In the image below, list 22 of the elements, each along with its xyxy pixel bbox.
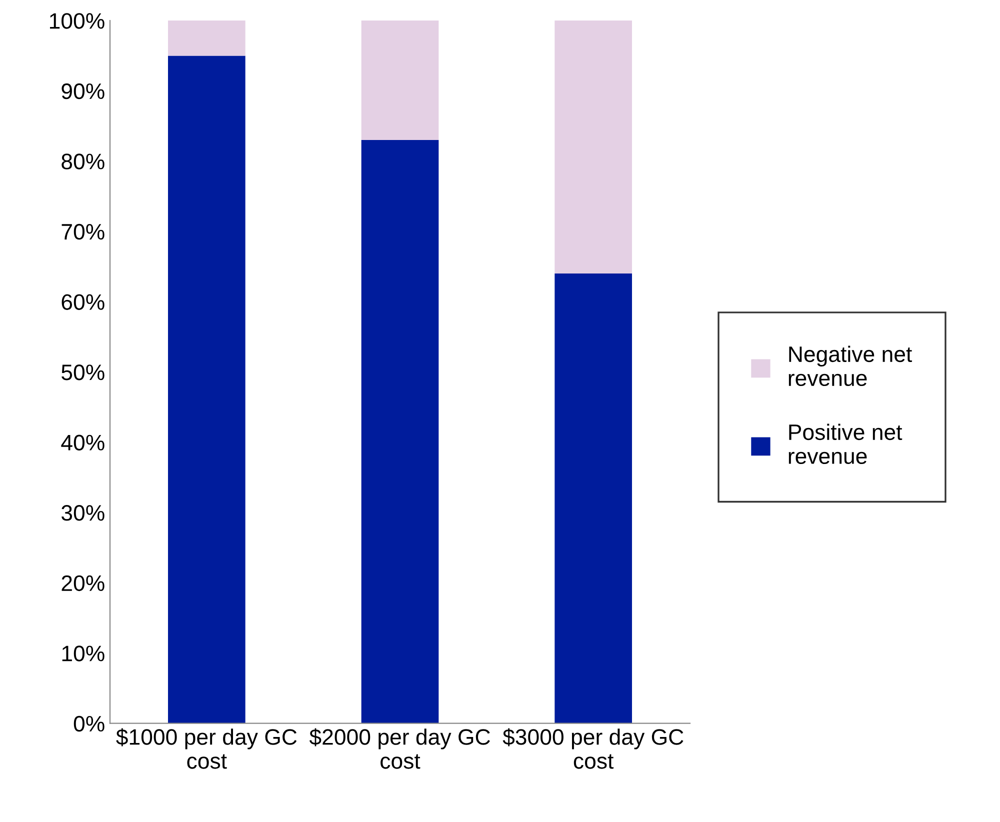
y-tick-label: 90% [62, 83, 104, 100]
bar [361, 140, 439, 724]
legend-label: Positive net revenue [788, 424, 902, 464]
y-tick-label: 60% [62, 294, 104, 310]
y-tick-label: 100% [50, 13, 104, 29]
x-tick-label: $1000 per day GC cost [116, 728, 297, 769]
bar [361, 20, 439, 140]
y-tick-label: 50% [62, 364, 104, 380]
legend-label: Negative net revenue [788, 346, 912, 386]
y-tick-label: 0% [74, 716, 104, 732]
bar [554, 274, 632, 724]
bar [168, 20, 246, 56]
x-tick-label: $3000 per day GC cost [502, 728, 684, 769]
y-tick-label: 10% [62, 646, 104, 662]
y-tick-label: 30% [62, 505, 104, 521]
y-tick-label: 80% [62, 154, 104, 170]
bar [168, 56, 246, 724]
bar [554, 20, 632, 274]
y-tick-label: 20% [62, 575, 104, 592]
y-tick-label: 70% [62, 224, 104, 240]
y-tick-label: 40% [61, 434, 104, 451]
x-tick-label: $2000 per day GC cost [309, 728, 490, 769]
